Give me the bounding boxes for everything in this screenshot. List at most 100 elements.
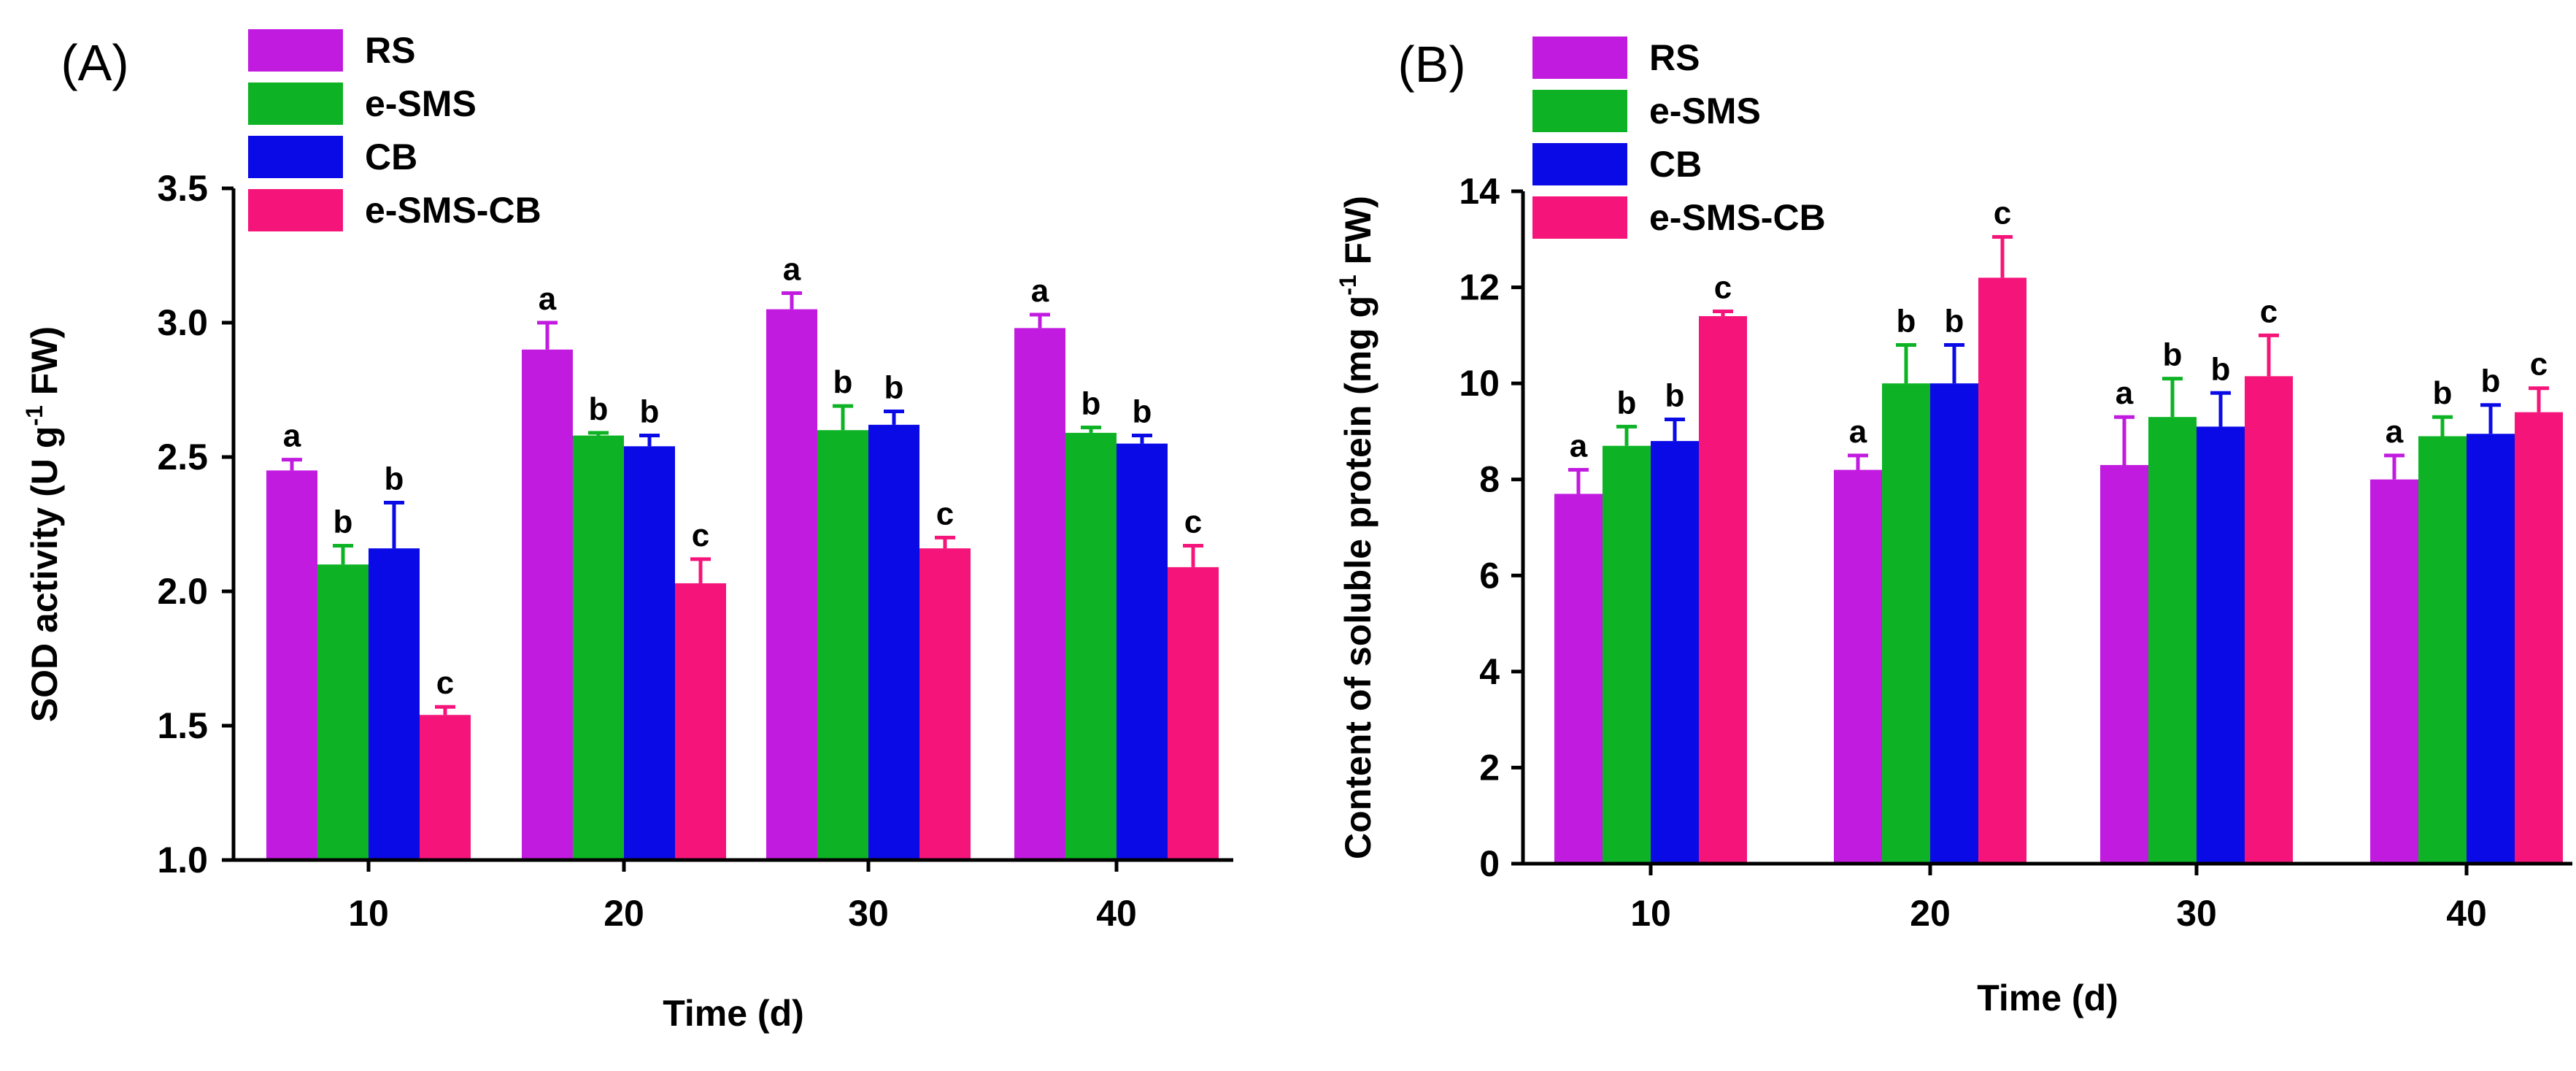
- bar-e-sms-30: [2148, 417, 2197, 864]
- bar-e-sms-cb-10: [420, 715, 471, 860]
- y-tick-label: 3.5: [157, 168, 208, 209]
- significance-label: b: [884, 369, 904, 405]
- y-axis-title: SOD activity (U g-1 FW): [21, 326, 65, 722]
- legend-swatch-cb: [248, 136, 343, 178]
- legend-swatch-e-sms-cb: [248, 189, 343, 231]
- bar-rs-10: [266, 470, 317, 860]
- significance-label: b: [1897, 304, 1916, 339]
- x-axis-title: Time (d): [663, 993, 804, 1034]
- y-tick-label: 1.5: [157, 705, 208, 746]
- legend-swatch-e-sms: [1532, 90, 1627, 132]
- significance-label: a: [783, 252, 801, 288]
- bar-e-sms-cb-20: [1978, 277, 2027, 864]
- significance-label: c: [1994, 195, 2011, 231]
- significance-label: b: [2433, 375, 2453, 411]
- significance-label: c: [1714, 269, 1732, 305]
- bar-cb-20: [624, 446, 675, 860]
- panel-label: (B): [1397, 36, 1465, 93]
- bar-e-sms-cb-40: [1168, 567, 1219, 860]
- bar-e-sms-30: [817, 430, 868, 860]
- x-tick-label: 20: [603, 893, 644, 934]
- bar-rs-30: [2100, 464, 2148, 864]
- y-axis-title-unit: FW): [1338, 196, 1378, 275]
- legend-swatch-rs: [248, 29, 343, 72]
- legend-label-cb: CB: [365, 137, 417, 177]
- y-tick-label: 0: [1479, 843, 1500, 884]
- significance-label: b: [333, 504, 353, 540]
- y-tick-label: 2.0: [157, 571, 208, 612]
- legend-label-rs: RS: [1649, 37, 1700, 78]
- x-tick-label: 10: [348, 893, 389, 934]
- bar-e-sms-40: [1065, 432, 1117, 860]
- legend: RS e-SMS CB e-SMS-CB: [1532, 37, 1826, 239]
- bar-cb-10: [1651, 441, 1699, 864]
- bar-rs-10: [1554, 494, 1603, 864]
- bar-rs-20: [1834, 469, 1882, 864]
- significance-label: b: [385, 461, 404, 497]
- x-tick-label: 30: [848, 893, 889, 934]
- bar-cb-30: [2197, 426, 2245, 864]
- bar-cb-10: [369, 548, 420, 860]
- significance-label: b: [1081, 386, 1101, 422]
- significance-label: a: [1031, 273, 1049, 309]
- bar-cb-40: [2467, 434, 2515, 864]
- significance-label: c: [936, 496, 954, 531]
- significance-label: a: [283, 418, 301, 454]
- legend-swatch-cb: [1532, 143, 1627, 185]
- y-tick-label: 2: [1479, 747, 1500, 788]
- legend-label-e-sms-cb: e-SMS-CB: [1649, 197, 1826, 238]
- y-tick-label: 2.5: [157, 437, 208, 477]
- bar-e-sms-20: [573, 435, 624, 860]
- bar-e-sms-cb-30: [919, 548, 971, 860]
- significance-label: b: [640, 394, 660, 430]
- y-axis-title: Content of soluble protein (mg g-1 FW): [1335, 196, 1378, 859]
- legend-label-rs: RS: [365, 30, 415, 71]
- bar-e-sms-10: [1603, 445, 1651, 864]
- bar-e-sms-10: [317, 564, 369, 860]
- significance-label: b: [2211, 351, 2231, 387]
- legend-label-e-sms: e-SMS: [1649, 91, 1761, 131]
- y-tick-label: 14: [1459, 171, 1500, 212]
- bar-rs-30: [766, 309, 817, 861]
- x-tick-label: 40: [1096, 893, 1137, 934]
- significance-label: a: [1570, 429, 1588, 464]
- y-tick-label: 3.0: [157, 302, 208, 343]
- bar-e-sms-cb-30: [2245, 376, 2293, 864]
- bar-cb-40: [1117, 443, 1168, 860]
- y-axis-title-superscript: -1: [1335, 275, 1361, 295]
- y-axis-title-superscript: -1: [21, 405, 47, 426]
- significance-label: c: [2260, 293, 2278, 329]
- bar-cb-30: [868, 424, 919, 860]
- significance-label: b: [1665, 377, 1685, 413]
- bar-cb-20: [1930, 383, 1978, 864]
- y-tick-label: 6: [1479, 555, 1500, 596]
- bar-e-sms-20: [1882, 383, 1930, 864]
- y-tick-label: 12: [1459, 267, 1500, 308]
- legend-swatch-rs: [1532, 37, 1627, 79]
- y-tick-label: 1.0: [157, 840, 208, 880]
- significance-label: a: [539, 281, 557, 317]
- x-tick-label: 10: [1630, 893, 1671, 934]
- significance-label: c: [692, 518, 709, 553]
- significance-label: a: [2386, 414, 2404, 450]
- y-axis-title-unit: FW): [24, 326, 65, 405]
- significance-label: a: [1849, 414, 1867, 450]
- significance-label: b: [1133, 394, 1152, 430]
- x-tick-label: 20: [1910, 893, 1951, 934]
- significance-label: c: [1184, 504, 1202, 540]
- bar-rs-40: [1014, 328, 1065, 860]
- significance-label: b: [1945, 304, 1964, 339]
- legend-label-e-sms-cb: e-SMS-CB: [365, 190, 541, 231]
- bar-e-sms-cb-40: [2515, 412, 2563, 864]
- significance-label: c: [2530, 347, 2548, 383]
- significance-label: a: [2116, 375, 2134, 411]
- legend-label-e-sms: e-SMS: [365, 83, 477, 124]
- x-tick-label: 40: [2446, 893, 2487, 934]
- significance-label: b: [1617, 385, 1637, 421]
- significance-label: b: [2481, 364, 2501, 399]
- bar-rs-20: [522, 349, 573, 860]
- legend-label-cb: CB: [1649, 144, 1702, 185]
